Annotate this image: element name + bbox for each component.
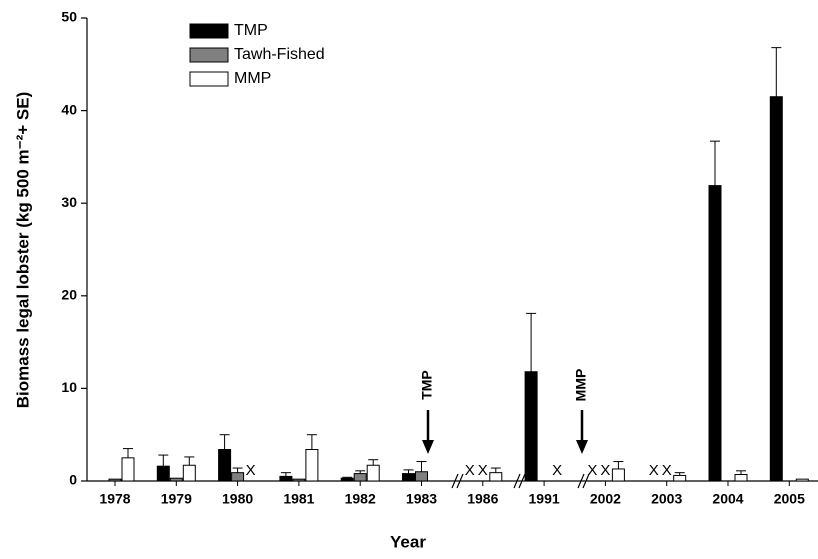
bar <box>673 474 687 482</box>
missing-marker: X <box>662 462 672 479</box>
x-axis-title: Year <box>390 532 426 551</box>
y-axis-title: Biomass legal lobster (kg 500 m⁻²+ SE) <box>13 92 32 409</box>
bar <box>769 96 783 482</box>
missing-marker: X <box>649 462 659 479</box>
bar <box>415 471 428 482</box>
x-tick-label: 1980 <box>222 491 253 507</box>
x-tick-label: 1982 <box>345 491 376 507</box>
legend-label: MMP <box>234 70 271 87</box>
x-tick-label: 1981 <box>283 491 314 507</box>
bar <box>108 478 122 482</box>
legend-swatch <box>189 23 229 39</box>
bar <box>489 472 503 482</box>
missing-marker: X <box>478 462 488 479</box>
bar <box>611 468 625 482</box>
bar <box>524 371 538 482</box>
y-tick-label: 0 <box>69 472 77 488</box>
legend-label: TMP <box>234 22 268 39</box>
legend-swatch <box>189 71 229 87</box>
y-tick-label: 50 <box>61 9 77 25</box>
bar <box>366 464 380 482</box>
y-tick-label: 30 <box>61 194 77 210</box>
bar <box>795 478 809 482</box>
x-tick-label: 2004 <box>712 491 743 507</box>
x-tick-label: 2002 <box>590 491 621 507</box>
x-tick-label: 1991 <box>529 491 560 507</box>
bar <box>169 477 183 482</box>
bar <box>353 473 367 482</box>
missing-marker: X <box>465 462 475 479</box>
bar <box>708 185 722 482</box>
annotation-arrowhead <box>576 440 588 454</box>
x-tick-label: 2003 <box>651 491 682 507</box>
x-tick-label: 2005 <box>774 491 805 507</box>
y-tick-label: 20 <box>61 287 77 303</box>
missing-marker: X <box>600 462 610 479</box>
missing-marker: X <box>587 462 597 479</box>
x-tick-label: 1978 <box>99 491 130 507</box>
bar <box>402 473 415 482</box>
y-tick-label: 40 <box>61 101 77 117</box>
bar <box>340 477 354 482</box>
legend-swatch <box>189 47 229 63</box>
bar <box>231 472 245 482</box>
missing-marker: X <box>246 462 256 479</box>
bar <box>734 474 748 482</box>
x-tick-label: 1979 <box>161 491 192 507</box>
bar <box>305 449 319 482</box>
bar <box>156 465 170 482</box>
y-tick-label: 10 <box>61 379 77 395</box>
legend-label: Tawh-Fished <box>234 46 325 63</box>
bar <box>182 464 196 482</box>
annotation: TMP <box>419 370 435 400</box>
bar <box>121 457 135 482</box>
annotation: MMP <box>573 369 589 402</box>
x-tick-label: 1986 <box>467 491 498 507</box>
bar <box>292 478 306 482</box>
bar <box>218 449 232 482</box>
missing-marker: X <box>552 462 562 479</box>
annotation-arrowhead <box>422 440 434 454</box>
x-tick-label: 1983 <box>406 491 437 507</box>
bar <box>279 475 293 482</box>
